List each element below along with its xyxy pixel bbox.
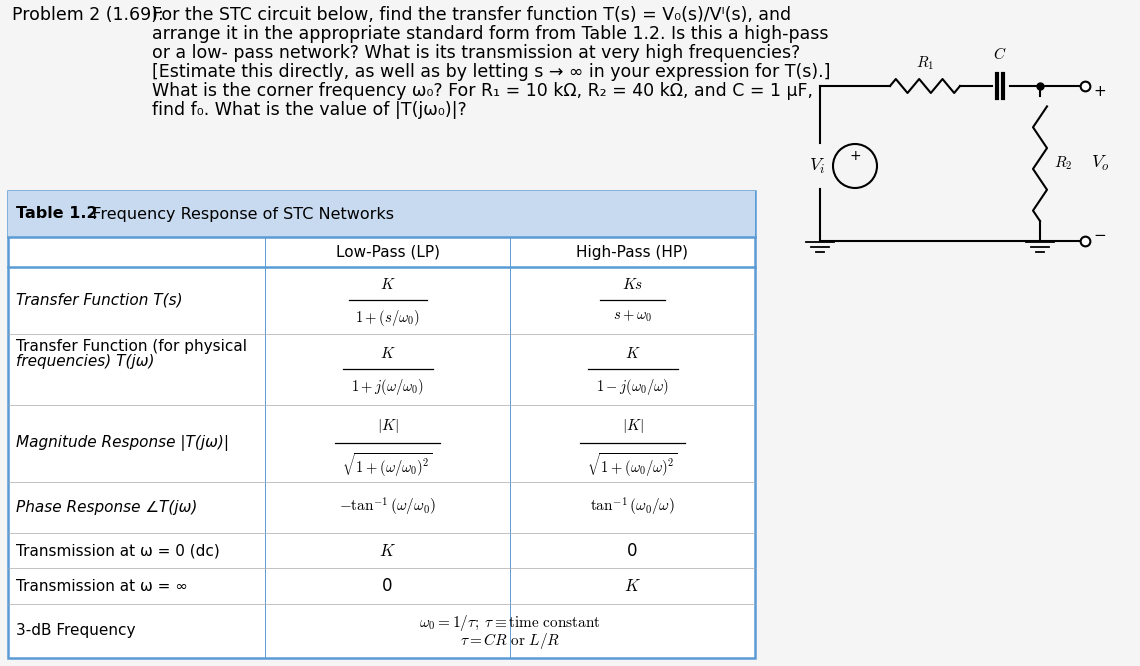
Text: What is the corner frequency ω₀? For R₁ = 10 kΩ, R₂ = 40 kΩ, and C = 1 μF,: What is the corner frequency ω₀? For R₁ … [152,82,813,100]
Text: $\sqrt{1 + (\omega/\omega_0)^2}$: $\sqrt{1 + (\omega/\omega_0)^2}$ [342,452,433,479]
Text: 3-dB Frequency: 3-dB Frequency [16,623,136,639]
Text: $K$: $K$ [624,577,641,595]
Text: −: − [1093,228,1106,242]
Bar [8,191,755,658]
Text: $K$: $K$ [625,346,641,362]
Text: $C$: $C$ [993,46,1007,62]
Text: High-Pass (HP): High-Pass (HP) [577,244,689,260]
Text: $Ks$: $Ks$ [621,278,643,292]
Text: $-\tan^{-1}(\omega/\omega_0)$: $-\tan^{-1}(\omega/\omega_0)$ [339,496,435,518]
Text: Transmission at ω = ∞: Transmission at ω = ∞ [16,579,188,593]
Text: Transmission at ω = 0 (dc): Transmission at ω = 0 (dc) [16,543,220,558]
Text: $K$: $K$ [380,278,396,292]
Text: $K$: $K$ [380,541,396,559]
Text: Problem 2 (1.69):: Problem 2 (1.69): [13,6,164,24]
Text: +: + [1093,85,1106,99]
Text: +: + [849,149,861,163]
Text: frequencies) T(jω): frequencies) T(jω) [16,354,155,369]
Text: For the STC circuit below, find the transfer function T(s) = V₀(s)/Vᴵ(s), and: For the STC circuit below, find the tran… [152,6,791,24]
Text: $\tan^{-1}(\omega_0/\omega)$: $\tan^{-1}(\omega_0/\omega)$ [591,496,675,518]
Text: $R_2$: $R_2$ [1054,155,1073,172]
Text: Phase Response ∠T(jω): Phase Response ∠T(jω) [16,500,197,515]
Text: $\omega_0 = 1/\tau;\; \tau \equiv \mathrm{time\ constant}$: $\omega_0 = 1/\tau;\; \tau \equiv \mathr… [420,613,601,633]
Text: $\sqrt{1 + (\omega_0/\omega)^2}$: $\sqrt{1 + (\omega_0/\omega)^2}$ [587,452,678,479]
Text: find f₀. What is the value of |T(jω₀)|?: find f₀. What is the value of |T(jω₀)|? [152,101,466,119]
Text: $V_o$: $V_o$ [1091,154,1109,173]
Text: $\tau = CR\ \mathrm{or}\ L/R$: $\tau = CR\ \mathrm{or}\ L/R$ [459,631,560,651]
Text: $K$: $K$ [380,346,396,362]
Text: 0: 0 [627,541,637,559]
Text: $s + \omega_0$: $s + \omega_0$ [613,308,652,324]
Bar [8,191,755,237]
Text: arrange it in the appropriate standard form from Table 1.2. Is this a high-pass: arrange it in the appropriate standard f… [152,25,829,43]
Text: Magnitude Response |T(jω)|: Magnitude Response |T(jω)| [16,436,229,452]
Text: [Estimate this directly, as well as by letting s → ∞ in your expression for T(s): [Estimate this directly, as well as by l… [152,63,831,81]
Text: Low-Pass (LP): Low-Pass (LP) [335,244,440,260]
Text: $1 + (s/\omega_0)$: $1 + (s/\omega_0)$ [355,308,420,328]
Text: Table 1.2: Table 1.2 [16,206,98,222]
Text: $V_i$: $V_i$ [809,157,825,176]
Text: Frequency Response of STC Networks: Frequency Response of STC Networks [82,206,394,222]
Text: $|K|$: $|K|$ [621,418,643,436]
Text: or a low- pass network? What is its transmission at very high frequencies?: or a low- pass network? What is its tran… [152,44,800,62]
Text: Transfer Function (for physical: Transfer Function (for physical [16,339,247,354]
Text: $|K|$: $|K|$ [376,418,398,436]
Text: 0: 0 [382,577,393,595]
Text: $1 - j(\omega_0/\omega)$: $1 - j(\omega_0/\omega)$ [596,378,669,398]
Text: $1 + j(\omega/\omega_0)$: $1 + j(\omega/\omega_0)$ [351,378,424,398]
Text: $R_1$: $R_1$ [915,55,934,72]
Text: Transfer Function T(s): Transfer Function T(s) [16,293,182,308]
